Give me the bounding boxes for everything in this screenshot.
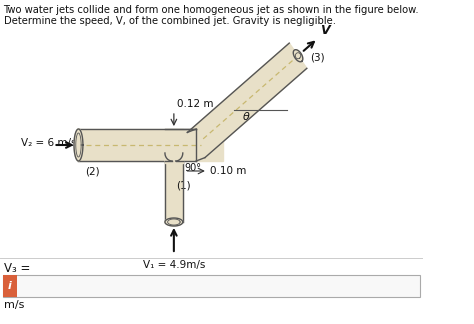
Text: V₁ = 4.9m/s: V₁ = 4.9m/s bbox=[143, 260, 205, 270]
Text: 0.10 m: 0.10 m bbox=[210, 166, 246, 176]
Text: Determine the speed, V, of the combined jet. Gravity is negligible.: Determine the speed, V, of the combined … bbox=[4, 16, 336, 26]
Bar bbox=[3, 275, 420, 297]
Text: (3): (3) bbox=[310, 53, 325, 63]
Polygon shape bbox=[74, 129, 83, 161]
Text: θ: θ bbox=[243, 112, 249, 122]
Polygon shape bbox=[165, 129, 183, 222]
Text: (2): (2) bbox=[86, 166, 100, 176]
Text: 0.12 m: 0.12 m bbox=[176, 99, 213, 109]
Polygon shape bbox=[165, 153, 183, 163]
Polygon shape bbox=[196, 129, 223, 161]
Text: V₃ =: V₃ = bbox=[4, 262, 31, 275]
Text: (1): (1) bbox=[176, 181, 190, 191]
Polygon shape bbox=[293, 50, 303, 62]
Polygon shape bbox=[165, 218, 183, 226]
Text: V₂ = 6 m/s: V₂ = 6 m/s bbox=[20, 138, 76, 148]
Polygon shape bbox=[176, 153, 183, 161]
Text: Two water jets collide and form one homogeneous jet as shown in the figure below: Two water jets collide and form one homo… bbox=[4, 5, 419, 15]
Text: i: i bbox=[8, 281, 12, 291]
Polygon shape bbox=[187, 43, 307, 157]
Polygon shape bbox=[79, 129, 196, 161]
Polygon shape bbox=[165, 153, 172, 161]
Text: V: V bbox=[320, 24, 330, 37]
Bar bbox=[3, 275, 17, 297]
Text: m/s: m/s bbox=[4, 300, 25, 310]
Text: 90°: 90° bbox=[184, 163, 201, 173]
